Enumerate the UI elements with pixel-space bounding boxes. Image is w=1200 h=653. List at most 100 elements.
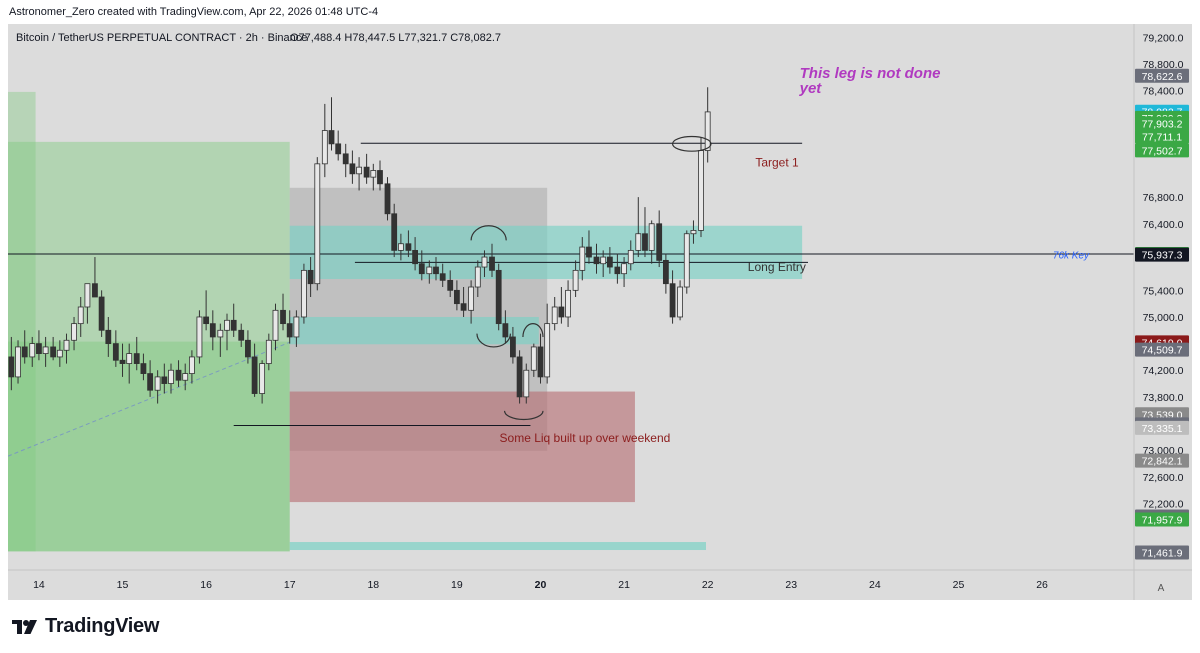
candle[interactable] (537, 333, 544, 384)
candle[interactable] (29, 336, 36, 367)
candle[interactable] (606, 247, 613, 274)
annotation-text-4[interactable]: 76k Key (1053, 250, 1090, 261)
candle[interactable] (175, 360, 182, 387)
candle[interactable] (147, 360, 154, 397)
candle[interactable] (600, 250, 607, 278)
candle[interactable] (230, 303, 237, 337)
candle[interactable] (335, 130, 342, 161)
candle[interactable] (510, 326, 516, 364)
candle[interactable] (154, 370, 161, 404)
candle[interactable] (314, 157, 321, 291)
arc-marker-2[interactable] (522, 323, 544, 337)
candle[interactable] (293, 310, 300, 347)
candle[interactable] (418, 250, 425, 281)
candle[interactable] (447, 270, 454, 297)
red-zone-6[interactable] (289, 391, 635, 503)
candle[interactable] (272, 303, 279, 351)
candle[interactable] (245, 330, 251, 364)
candle[interactable] (280, 293, 286, 331)
candle[interactable] (196, 310, 203, 364)
candle[interactable] (301, 263, 307, 324)
candle[interactable] (468, 280, 475, 324)
candle[interactable] (614, 253, 621, 284)
candle[interactable] (558, 287, 565, 324)
candle[interactable] (586, 230, 592, 264)
candle[interactable] (523, 363, 530, 404)
candle[interactable] (544, 303, 551, 384)
candle[interactable] (460, 287, 467, 317)
candle[interactable] (579, 237, 586, 281)
candle[interactable] (133, 336, 140, 371)
candle[interactable] (342, 143, 349, 178)
candle[interactable] (77, 297, 84, 337)
candle[interactable] (370, 163, 377, 191)
annotation-text-0[interactable]: This leg is not done (800, 65, 941, 82)
candle[interactable] (704, 87, 711, 163)
candle[interactable] (642, 207, 648, 258)
candle[interactable] (453, 280, 460, 311)
candle[interactable] (627, 240, 634, 271)
candle[interactable] (265, 333, 272, 371)
candle[interactable] (621, 257, 627, 288)
candle[interactable] (349, 150, 356, 184)
candle[interactable] (119, 343, 126, 377)
candle[interactable] (397, 233, 404, 261)
candle[interactable] (502, 310, 509, 344)
candle[interactable] (92, 257, 98, 298)
candle[interactable] (683, 230, 690, 294)
candle[interactable] (182, 363, 189, 391)
candle[interactable] (251, 343, 258, 397)
candle[interactable] (405, 230, 412, 258)
candle[interactable] (391, 203, 398, 258)
candle[interactable] (238, 323, 245, 347)
candle[interactable] (50, 336, 57, 361)
teal-zone-4[interactable] (289, 225, 803, 280)
tradingview-brand[interactable]: TradingView (11, 615, 159, 638)
candle[interactable] (8, 336, 15, 391)
arc-marker-1[interactable] (476, 333, 511, 348)
candle[interactable] (224, 313, 230, 351)
candle[interactable] (474, 260, 481, 297)
annotation-text-1[interactable]: yet (799, 80, 823, 97)
candle[interactable] (21, 330, 28, 364)
candle[interactable] (168, 363, 174, 394)
annotation-text-5[interactable]: Some Liq built up over weekend (500, 431, 671, 445)
candle[interactable] (56, 340, 63, 367)
candle[interactable] (84, 283, 91, 324)
candle[interactable] (356, 157, 362, 191)
candle[interactable] (481, 250, 488, 278)
candle[interactable] (489, 243, 495, 278)
candle[interactable] (112, 330, 119, 367)
candle[interactable] (377, 160, 383, 191)
candle[interactable] (690, 220, 697, 244)
candle[interactable] (98, 290, 105, 337)
candle[interactable] (698, 137, 704, 238)
annotation-text-2[interactable]: Target 1 (755, 155, 799, 169)
candle[interactable] (412, 237, 418, 271)
candle[interactable] (307, 257, 314, 297)
candle[interactable] (203, 290, 210, 331)
arc-marker-3[interactable] (503, 410, 544, 421)
arc-marker-0[interactable] (470, 225, 507, 241)
candle[interactable] (516, 350, 523, 404)
candle[interactable] (71, 316, 77, 351)
candle[interactable] (209, 310, 216, 351)
candle[interactable] (530, 343, 537, 377)
candle[interactable] (426, 260, 433, 284)
trend-line-dashed[interactable] (8, 341, 290, 457)
candle[interactable] (551, 297, 558, 331)
candle[interactable] (433, 257, 439, 281)
candle[interactable] (126, 343, 133, 384)
candle[interactable] (669, 270, 676, 324)
candle[interactable] (635, 197, 642, 258)
candle[interactable] (593, 243, 600, 274)
chart-pane[interactable]: This leg is not done yet Target 1 Long Entr… (8, 24, 1192, 600)
candle[interactable] (363, 153, 370, 184)
candle[interactable] (105, 316, 112, 357)
candle[interactable] (572, 260, 579, 297)
candle[interactable] (15, 340, 21, 384)
candle[interactable] (656, 210, 663, 268)
candle[interactable] (36, 330, 42, 361)
candle[interactable] (321, 103, 328, 178)
